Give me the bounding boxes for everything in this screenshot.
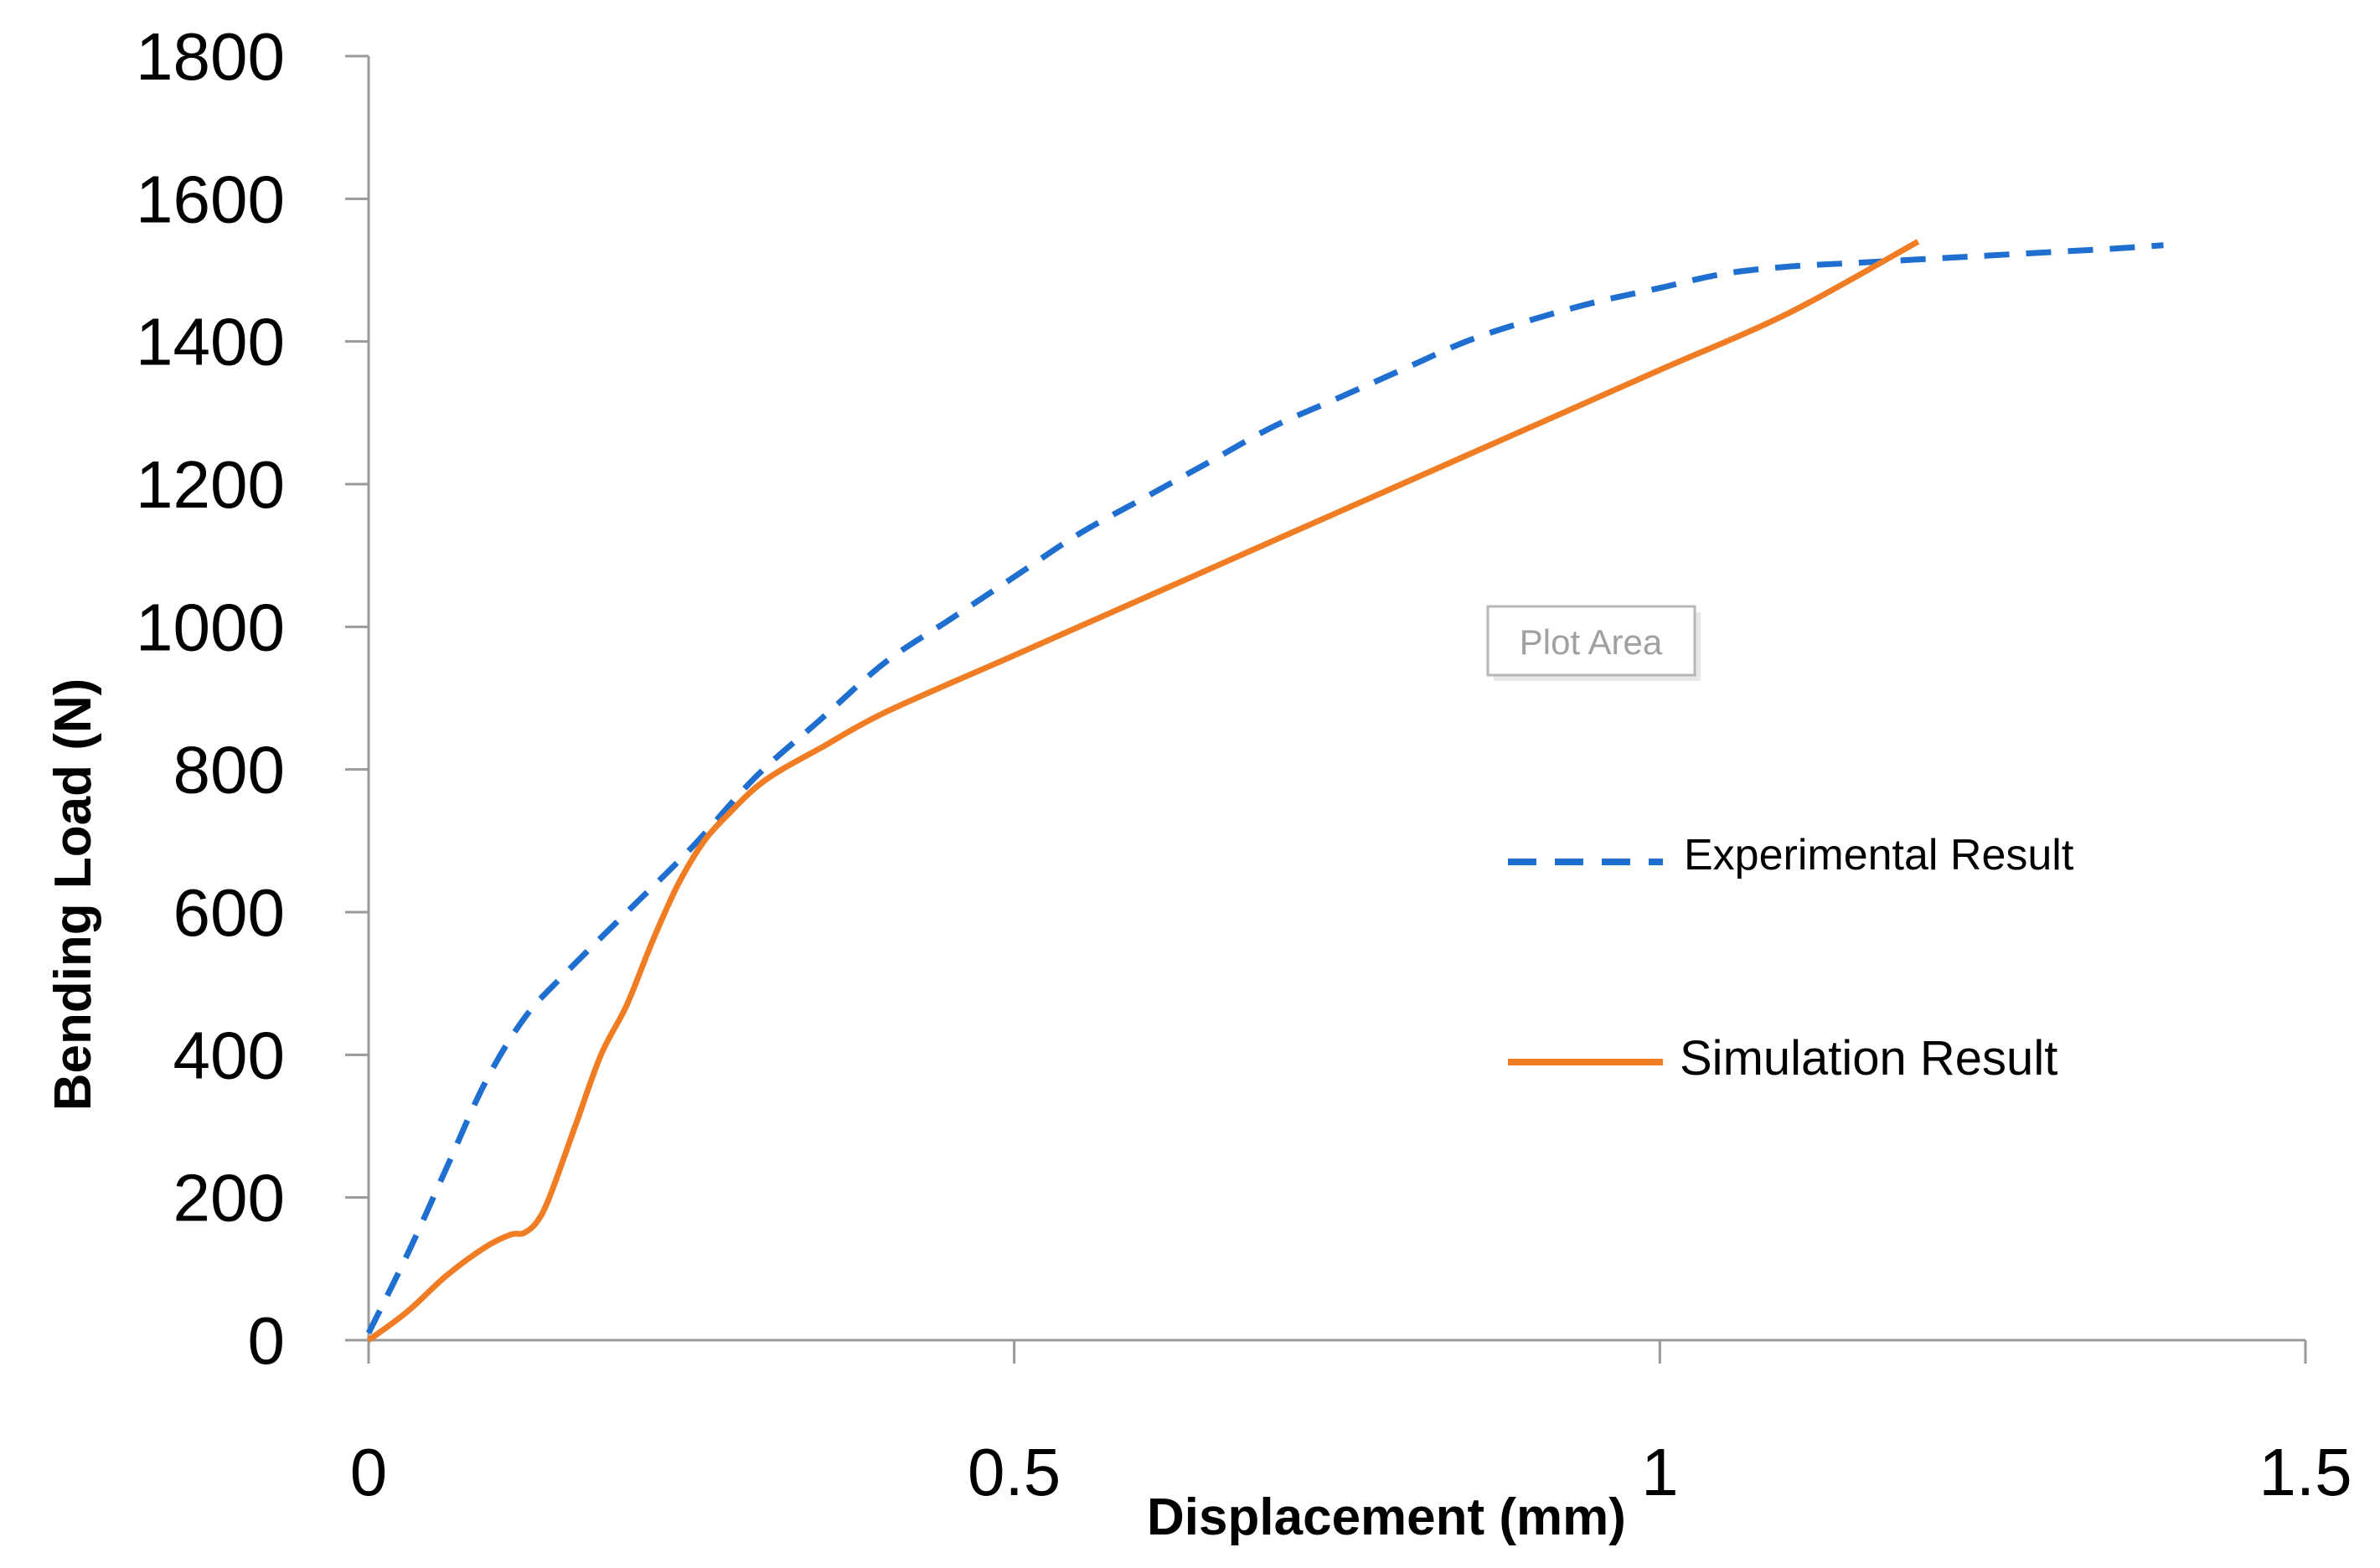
ticks: 0 200 400 600 800 1000 1200 1400 1600 1800 0 0.5 1 1.… [136,19,2352,1509]
y-tick-label: 1400 [136,305,285,379]
y-tick-label: 1200 [136,447,285,522]
series-layer [365,239,2164,1343]
x-tick-label: 1.5 [2259,1435,2352,1509]
series-line-experimental-result [365,242,2164,1335]
plot-area-tooltip: Plot Area [1486,605,1701,681]
x-axis-title: Displacement (mm) [1147,1488,1626,1546]
series-line-simulation-result [366,239,1920,1343]
legend: Experimental Result Simulation Result [1508,831,2074,1086]
x-tick-label: 0 [350,1435,388,1509]
axes [367,56,2305,1342]
y-axis-title: Bending Load (N) [44,678,102,1112]
legend-label-experimental: Experimental Result [1684,831,2074,879]
y-tick-label: 800 [173,733,285,807]
plot-area-label: Plot Area [1520,622,1663,662]
y-tick-label: 400 [173,1018,285,1092]
y-tick-label: 1800 [136,19,285,94]
y-tick-label: 1000 [136,590,285,664]
y-tick-label: 0 [248,1303,286,1378]
legend-label-simulation: Simulation Result [1680,1031,2057,1086]
y-tick-label: 200 [173,1161,285,1235]
x-tick-label: 1 [1641,1435,1679,1509]
x-tick-label: 0.5 [968,1435,1061,1509]
y-tick-label: 1600 [136,162,285,236]
y-tick-label: 600 [173,875,285,950]
